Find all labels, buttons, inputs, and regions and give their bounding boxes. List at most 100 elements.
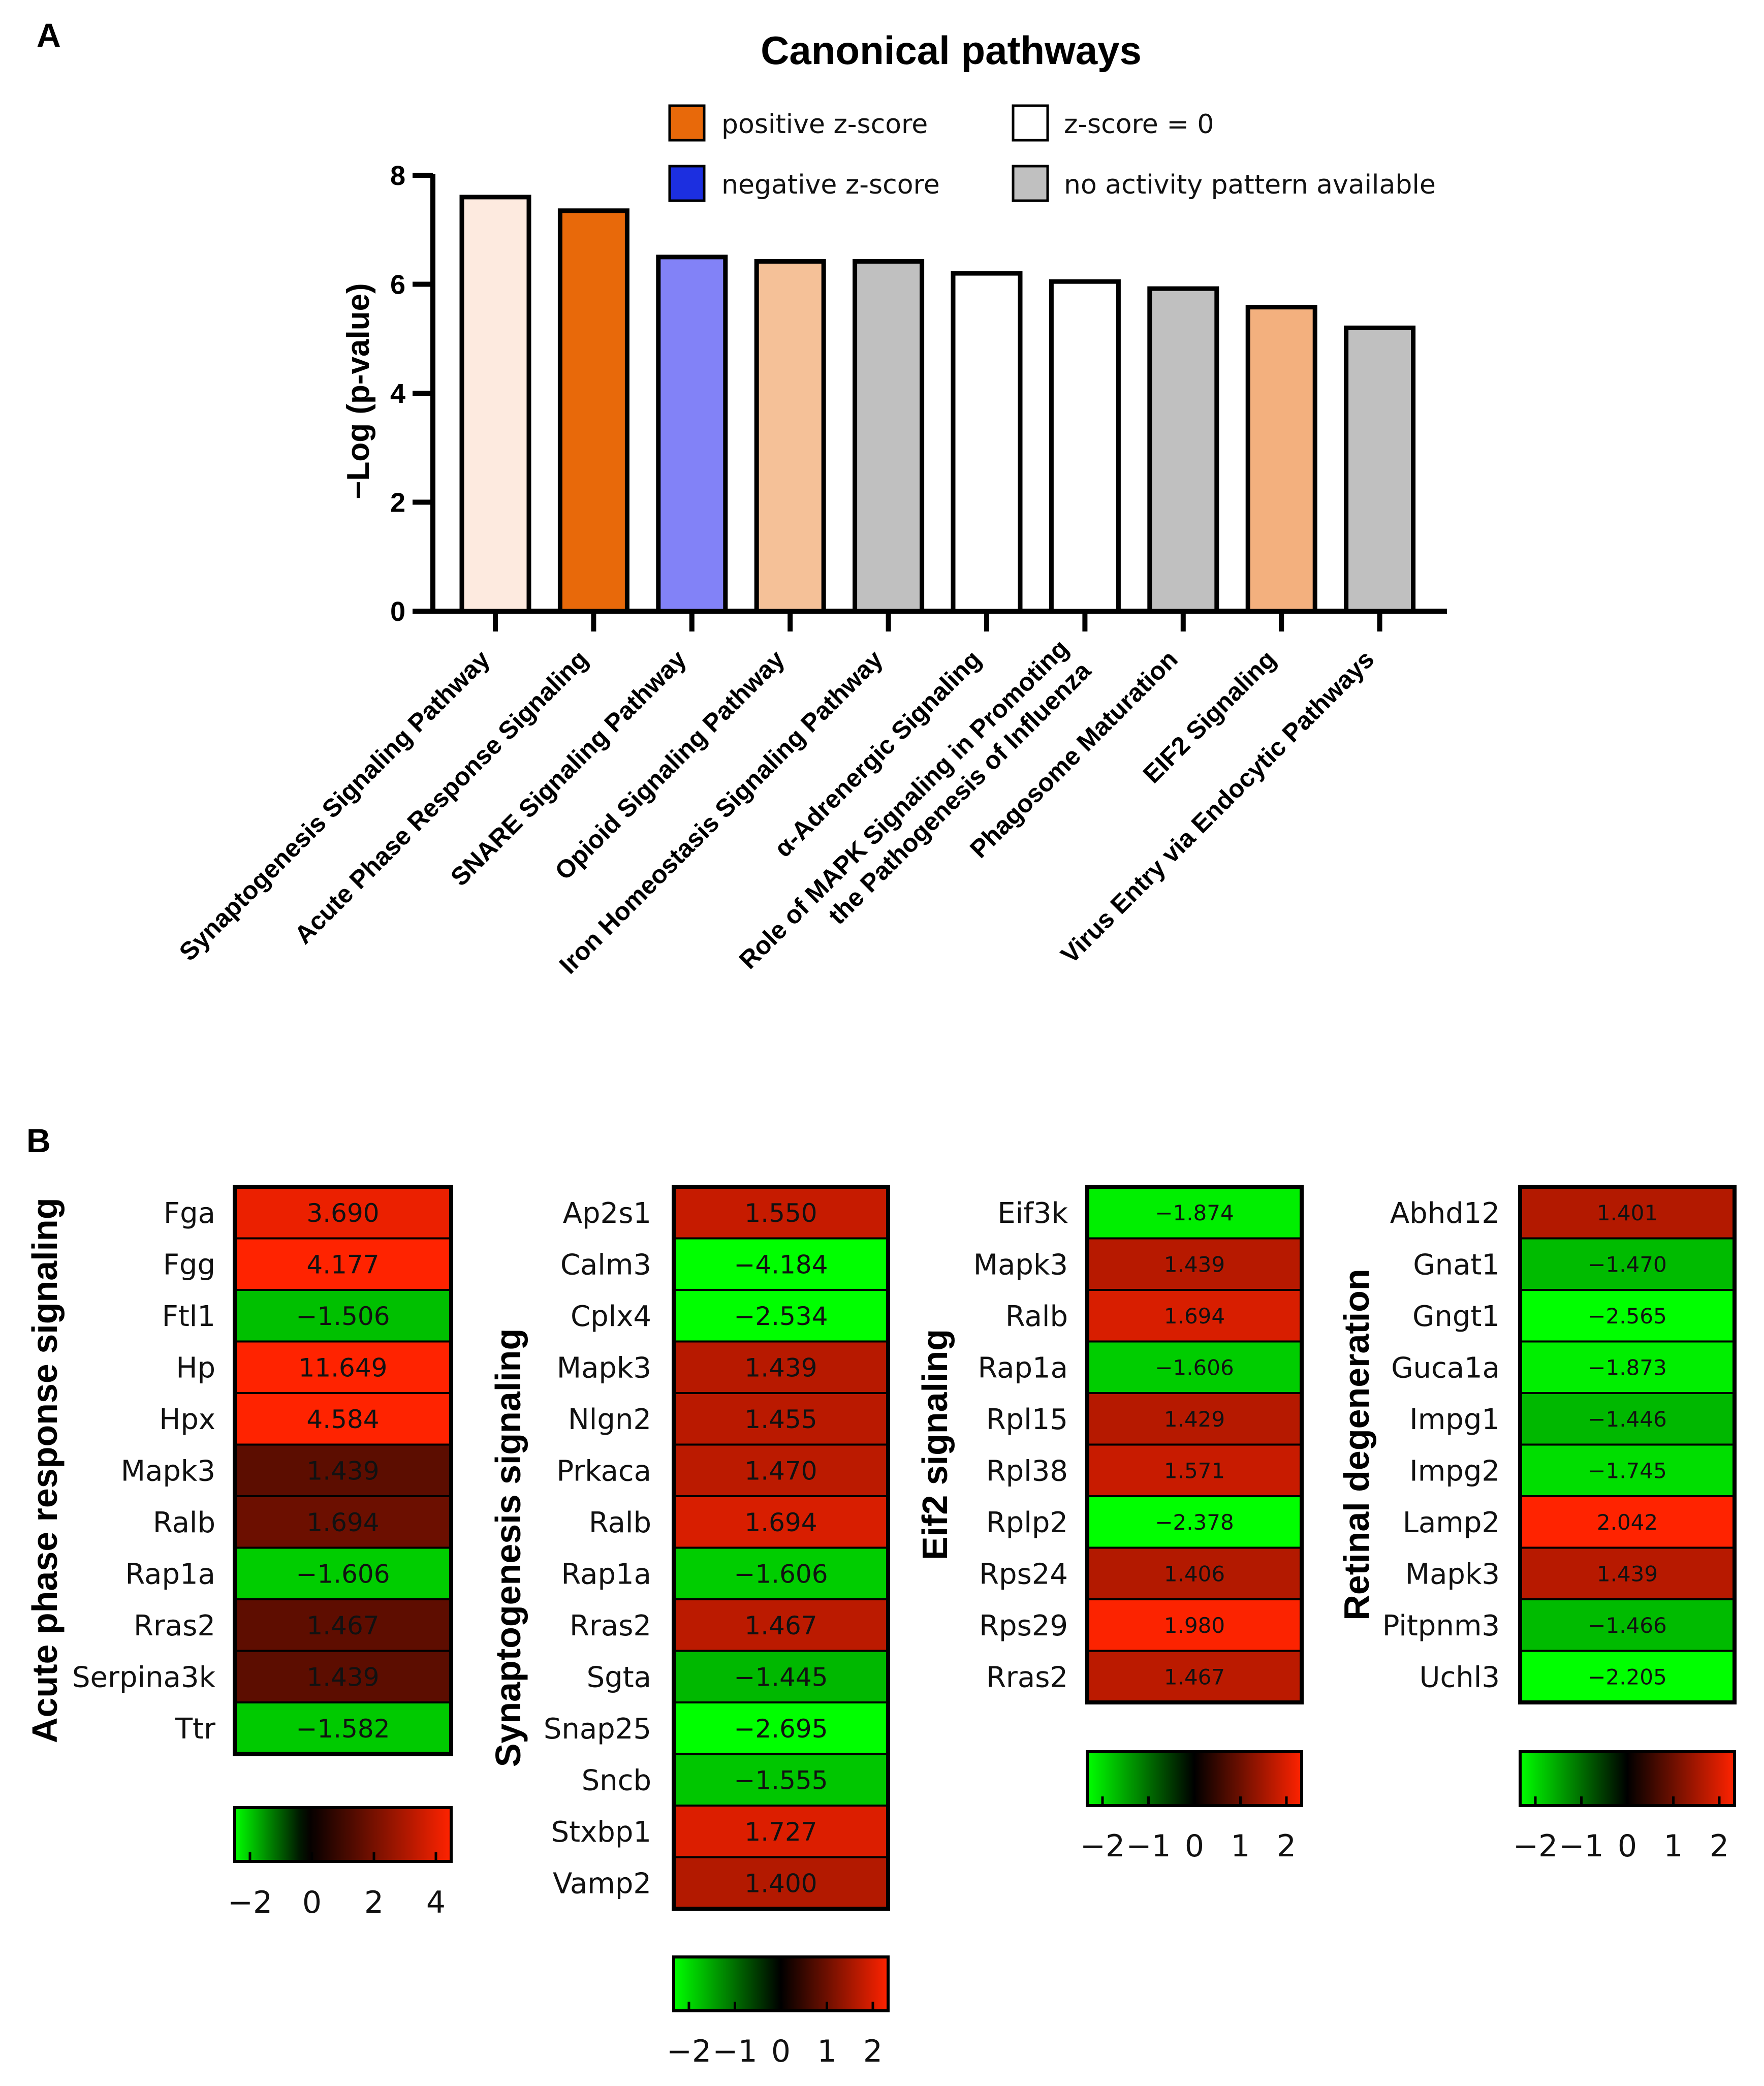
- heatmap-border: [1085, 1185, 1304, 1704]
- legend-label-no-pattern: no activity pattern available: [1064, 170, 1436, 200]
- color-scale-tick-label: 0: [1618, 1828, 1637, 1864]
- heatmap-cell: [234, 1289, 452, 1343]
- heatmap-cell: [1086, 1495, 1303, 1549]
- heatmap-cell-value: −1.873: [1588, 1355, 1666, 1380]
- heatmap-cell-value: 1.429: [1164, 1407, 1225, 1432]
- bar: [459, 195, 531, 614]
- heatmap-cell-value: −1.466: [1588, 1613, 1666, 1638]
- gene-label: Rap1a: [125, 1558, 216, 1591]
- heatmap-cell-value: −2.534: [734, 1302, 828, 1331]
- heatmap-cell-value: 1.406: [1164, 1561, 1225, 1586]
- heatmap-cell: [1519, 1340, 1736, 1394]
- x-tick-label: Role of MAPK Signaling in Promotingthe P…: [734, 634, 1097, 997]
- color-scale-tick-label: −1: [1559, 1828, 1603, 1864]
- bar: [1049, 279, 1121, 614]
- gene-label: Sgta: [587, 1661, 651, 1694]
- color-scale-tick-label: 2: [863, 2034, 883, 2069]
- heatmap-1: Acute phase response signaling 3.690 Fga 4.…: [25, 1185, 453, 1920]
- heatmap-cell: [1086, 1289, 1303, 1343]
- gene-label: Guca1a: [1391, 1351, 1500, 1384]
- gene-label: Vamp2: [553, 1867, 651, 1900]
- color-scale-tick-label: 1: [1663, 1828, 1683, 1864]
- color-scale-tick-label: 1: [817, 2034, 836, 2069]
- color-scale-tick-label: −2: [667, 2034, 711, 2069]
- heatmap-cell: [1086, 1443, 1303, 1497]
- heatmap-cell-value: 11.649: [299, 1353, 388, 1382]
- gene-label: Pitpnm3: [1382, 1609, 1500, 1642]
- legend-swatch-no-pattern: [1012, 165, 1049, 202]
- bar: [951, 271, 1023, 614]
- gene-label: Stxbp1: [551, 1816, 651, 1849]
- gene-label: Ap2s1: [563, 1197, 651, 1230]
- heatmap-cell: [1086, 1598, 1303, 1652]
- color-scale-bar: [233, 1806, 453, 1863]
- heatmap-title: Eif2 signaling: [915, 1329, 955, 1560]
- heatmap-cell-value: 2.042: [1597, 1510, 1658, 1535]
- gene-label: Rpl38: [986, 1455, 1068, 1488]
- heatmap-cell: [1086, 1186, 1303, 1240]
- gene-label: Impg1: [1409, 1403, 1500, 1436]
- heatmap-cell-value: −1.445: [734, 1662, 828, 1692]
- legend-label-zero: z-score = 0: [1064, 109, 1214, 140]
- gene-label: Ralb: [589, 1506, 651, 1539]
- color-scale-tick-label: −1: [712, 2034, 757, 2069]
- heatmap-cell-value: 1.439: [1164, 1252, 1225, 1277]
- legend-swatch-zero: [1012, 104, 1049, 142]
- color-scale-tick-label: 4: [426, 1885, 446, 1920]
- gene-label: Impg2: [1409, 1455, 1500, 1488]
- heatmap-cell: [1086, 1237, 1303, 1291]
- heatmap-cell: [1519, 1495, 1736, 1549]
- gene-label: Snap25: [544, 1713, 651, 1746]
- gene-label: Ralb: [1005, 1300, 1068, 1333]
- gene-label: Ralb: [153, 1506, 215, 1539]
- y-tick-label: 2: [390, 488, 405, 518]
- heatmap-cell-value: −1.446: [1588, 1407, 1666, 1432]
- legend-swatch-positive: [668, 104, 706, 142]
- heatmap-cell-value: 4.584: [306, 1405, 379, 1434]
- heatmap-cell-value: 1.980: [1164, 1613, 1225, 1638]
- gene-label: Rap1a: [561, 1558, 652, 1591]
- gene-label: Rps29: [979, 1609, 1068, 1642]
- y-axis-title: −Log (p-value): [341, 283, 376, 499]
- heatmap-cell-value: −1.874: [1155, 1200, 1234, 1225]
- heatmap-cell-value: 1.694: [306, 1508, 379, 1537]
- color-scale-tick-label: 0: [771, 2034, 791, 2069]
- heatmap-cell-value: 1.470: [744, 1456, 817, 1486]
- gene-label: Calm3: [560, 1248, 651, 1281]
- gene-label: Hpx: [159, 1403, 215, 1436]
- gene-label: Fgg: [163, 1248, 215, 1281]
- heatmap-cell-value: −1.745: [1588, 1458, 1666, 1483]
- heatmap-cell-value: −1.470: [1588, 1252, 1666, 1277]
- gene-label: Fga: [164, 1197, 215, 1230]
- heatmap-title: Retinal degeneration: [1337, 1269, 1376, 1620]
- gene-label: Mapk3: [973, 1248, 1068, 1281]
- gene-label: Rps24: [979, 1558, 1068, 1591]
- heatmap-border: [1518, 1185, 1737, 1704]
- heatmap-cell-value: −1.606: [1155, 1355, 1234, 1380]
- color-scale-tick-label: −2: [1513, 1828, 1558, 1864]
- heatmap-title: Acute phase response signaling: [25, 1197, 65, 1743]
- heatmap-cell-value: 1.439: [1597, 1561, 1658, 1586]
- heatmap-cell-value: −1.606: [296, 1559, 390, 1589]
- heatmap-cell: [1086, 1650, 1303, 1703]
- heatmap-cell-value: 1.467: [306, 1611, 379, 1640]
- heatmap-cell: [234, 1443, 452, 1497]
- heatmap-cell-value: 1.694: [1164, 1304, 1225, 1329]
- heatmap-cell-value: −1.582: [296, 1714, 390, 1744]
- heatmap-cell: [1519, 1546, 1736, 1600]
- gene-label: Uchl3: [1420, 1661, 1500, 1694]
- gene-label: Gnat1: [1413, 1248, 1500, 1281]
- heatmap-cell-value: −2.205: [1588, 1664, 1666, 1689]
- heatmap-cell: [673, 1701, 889, 1755]
- panel-label-a: A: [37, 16, 61, 54]
- heatmap-cell-value: 1.571: [1164, 1458, 1225, 1483]
- gene-label: Gngt1: [1412, 1300, 1500, 1333]
- y-tick-label: 8: [390, 161, 405, 191]
- heatmap-cell-value: 1.455: [744, 1405, 817, 1434]
- heatmap-cell-value: 1.694: [744, 1508, 817, 1537]
- heatmap-cell: [234, 1701, 452, 1755]
- gene-label: Ttr: [175, 1713, 216, 1746]
- gene-label: Lamp2: [1403, 1506, 1500, 1539]
- heatmap-cell-value: −1.606: [734, 1559, 828, 1589]
